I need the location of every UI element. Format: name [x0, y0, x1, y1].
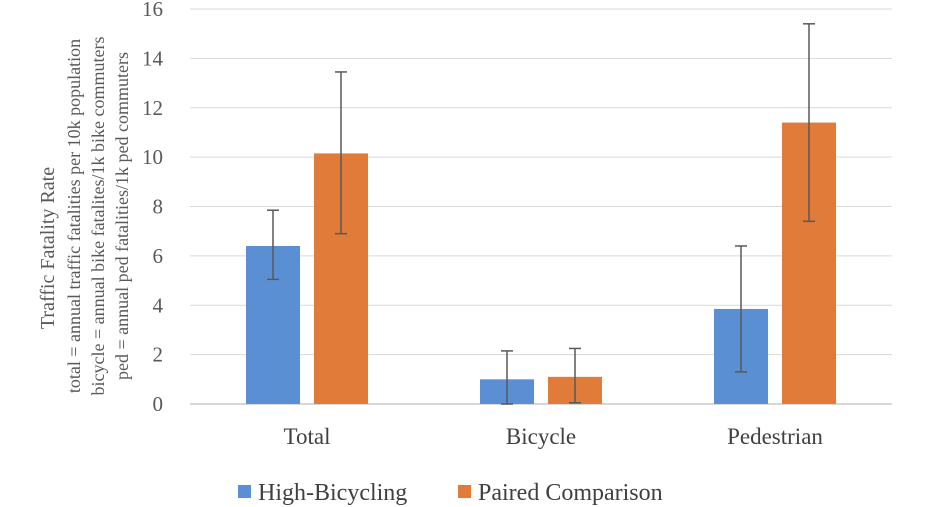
- error-bars: [267, 23, 815, 405]
- legend-label-high-bicycling: High-Bicycling: [258, 480, 407, 506]
- y-axis-ticks: 0 2 4 6 8 10 12 14 16: [142, 0, 164, 416]
- gridlines: [190, 8, 892, 405]
- y-tick-label: 6: [153, 244, 164, 268]
- y-axis-subtitle-bicycle: bicycle = annual bike fatalites/1k bike …: [88, 36, 108, 395]
- category-label: Total: [284, 424, 331, 449]
- legend-swatch-high-bicycling: [238, 485, 251, 498]
- y-axis-label: Traffic Fatality Rate total = annual tra…: [37, 36, 132, 395]
- y-axis-title: Traffic Fatality Rate: [37, 167, 59, 329]
- x-axis-categories: Total Bicycle Pedestrian: [284, 424, 824, 449]
- y-axis-subtitle-ped: ped = annual ped fatalities/1k ped commu…: [112, 52, 132, 380]
- legend-swatch-paired-comparison: [458, 485, 471, 498]
- category-label: Bicycle: [506, 424, 576, 449]
- y-tick-label: 14: [142, 46, 164, 70]
- y-tick-label: 12: [142, 96, 163, 120]
- legend: High-Bicycling Paired Comparison: [238, 480, 663, 506]
- y-tick-label: 16: [142, 0, 163, 21]
- y-axis-subtitle-total: total = annual traffic fatalities per 10…: [64, 39, 84, 393]
- y-tick-label: 2: [153, 343, 164, 367]
- category-label: Pedestrian: [727, 424, 823, 449]
- y-tick-label: 10: [142, 145, 163, 169]
- y-tick-label: 4: [153, 293, 164, 317]
- y-tick-label: 0: [153, 392, 164, 416]
- legend-label-paired-comparison: Paired Comparison: [478, 480, 663, 506]
- bars: [246, 122, 836, 404]
- y-tick-label: 8: [153, 195, 164, 219]
